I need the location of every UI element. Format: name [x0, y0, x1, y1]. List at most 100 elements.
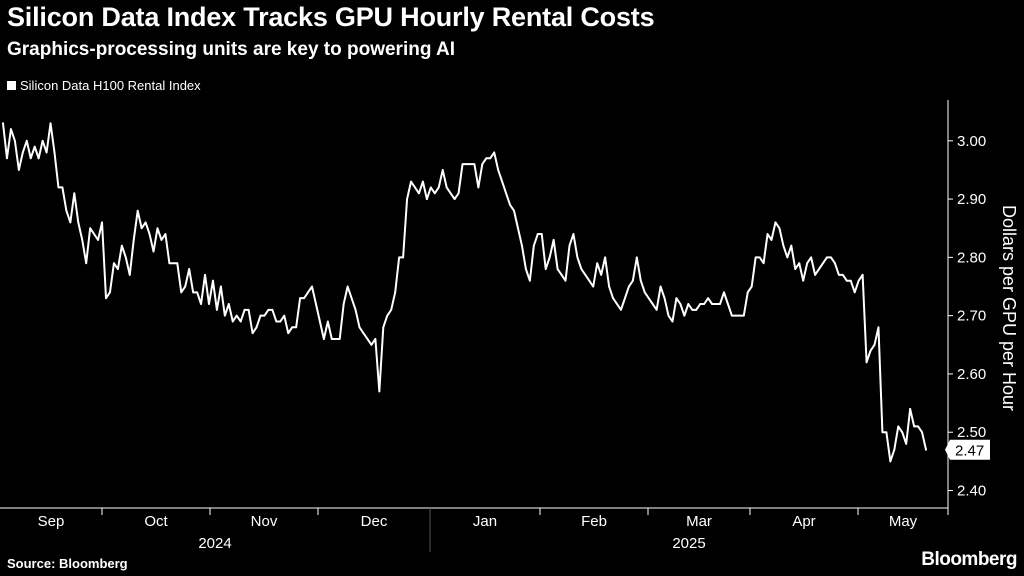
data-point: [889, 460, 892, 463]
chart-title: Silicon Data Index Tracks GPU Hourly Ren…: [7, 2, 655, 32]
data-point: [521, 244, 523, 247]
y-tick-label: 2.40: [957, 483, 986, 500]
data-point: [723, 291, 725, 294]
data-point: [560, 273, 563, 276]
data-point: [227, 303, 230, 305]
data-point: [790, 244, 793, 247]
data-point: [837, 273, 840, 276]
data-point: [798, 262, 801, 265]
data-point: [497, 169, 500, 171]
data-point: [905, 442, 908, 445]
y-tick-label: 2.70: [957, 308, 986, 325]
data-point: [17, 169, 20, 171]
data-point: [679, 303, 682, 305]
data-point: [410, 180, 412, 183]
data-point: [517, 227, 519, 230]
data-point: [481, 163, 484, 166]
data-point: [299, 297, 301, 300]
data-point: [271, 308, 274, 311]
data-point: [525, 268, 527, 270]
data-point: [849, 279, 852, 282]
data-point: [283, 314, 286, 317]
data-point: [540, 233, 543, 235]
data-point: [861, 273, 864, 276]
data-point: [699, 303, 702, 305]
data-point: [307, 291, 309, 294]
data-point: [259, 314, 262, 317]
data-point: [188, 268, 191, 270]
data-point: [342, 303, 345, 305]
data-point: [493, 151, 496, 154]
data-point: [136, 209, 139, 212]
y-tick-label: 2.90: [957, 191, 986, 208]
data-point: [477, 186, 480, 189]
data-point: [616, 303, 618, 305]
data-point: [727, 303, 729, 305]
data-point: [766, 233, 769, 235]
data-point: [370, 343, 373, 346]
data-point: [461, 163, 464, 166]
data-point: [655, 308, 658, 311]
data-point: [2, 122, 4, 125]
data-point: [330, 338, 333, 340]
data-point: [893, 448, 896, 451]
data-point: [754, 256, 757, 259]
data-point: [691, 308, 694, 311]
data-point: [219, 285, 222, 288]
data-point: [160, 238, 163, 241]
data-point: [319, 320, 321, 323]
legend-swatch: [7, 81, 16, 90]
data-point: [738, 314, 741, 317]
data-point: [513, 209, 515, 212]
data-point: [810, 256, 813, 259]
data-point: [730, 314, 733, 317]
data-point: [671, 320, 674, 323]
data-point: [53, 151, 56, 154]
data-point: [457, 192, 460, 195]
data-point: [885, 431, 888, 434]
legend-label: Silicon Data H100 Rental Index: [20, 78, 201, 93]
data-point: [505, 192, 507, 195]
bloomberg-logo: Bloomberg: [921, 549, 1017, 570]
data-point: [287, 332, 290, 335]
data-point: [85, 262, 88, 265]
data-point: [548, 256, 551, 259]
data-point: [208, 303, 210, 305]
data-point: [802, 279, 805, 282]
data-point: [778, 227, 781, 230]
y-axis-label: Dollars per GPU per Hour: [999, 205, 1019, 411]
data-point: [414, 186, 416, 189]
data-point: [247, 308, 250, 311]
data-point: [263, 314, 266, 317]
last-value-callout: [945, 439, 990, 460]
data-point: [374, 338, 377, 340]
data-point: [600, 273, 603, 276]
data-point: [128, 273, 131, 276]
data-point: [830, 256, 832, 259]
data-point: [378, 390, 381, 393]
data-point: [635, 256, 638, 259]
data-point: [105, 297, 107, 300]
x-tick-label: Feb: [581, 513, 607, 530]
data-point: [101, 221, 103, 224]
data-point: [596, 262, 599, 265]
data-point: [338, 338, 341, 340]
data-point: [394, 291, 397, 294]
data-point: [489, 157, 492, 160]
data-point: [61, 186, 64, 189]
data-point: [639, 279, 642, 282]
data-point: [180, 291, 183, 294]
data-point: [239, 320, 242, 323]
data-point: [168, 262, 171, 265]
data-point: [184, 285, 187, 288]
x-tick-label: Dec: [361, 513, 388, 530]
data-point: [164, 233, 167, 235]
data-point: [651, 303, 654, 305]
data-point: [853, 291, 856, 294]
data-point: [176, 262, 179, 265]
data-point: [568, 244, 571, 247]
data-point: [97, 238, 99, 241]
data-point: [564, 279, 567, 282]
data-point: [770, 238, 773, 241]
x-tick-label: Mar: [686, 513, 712, 530]
